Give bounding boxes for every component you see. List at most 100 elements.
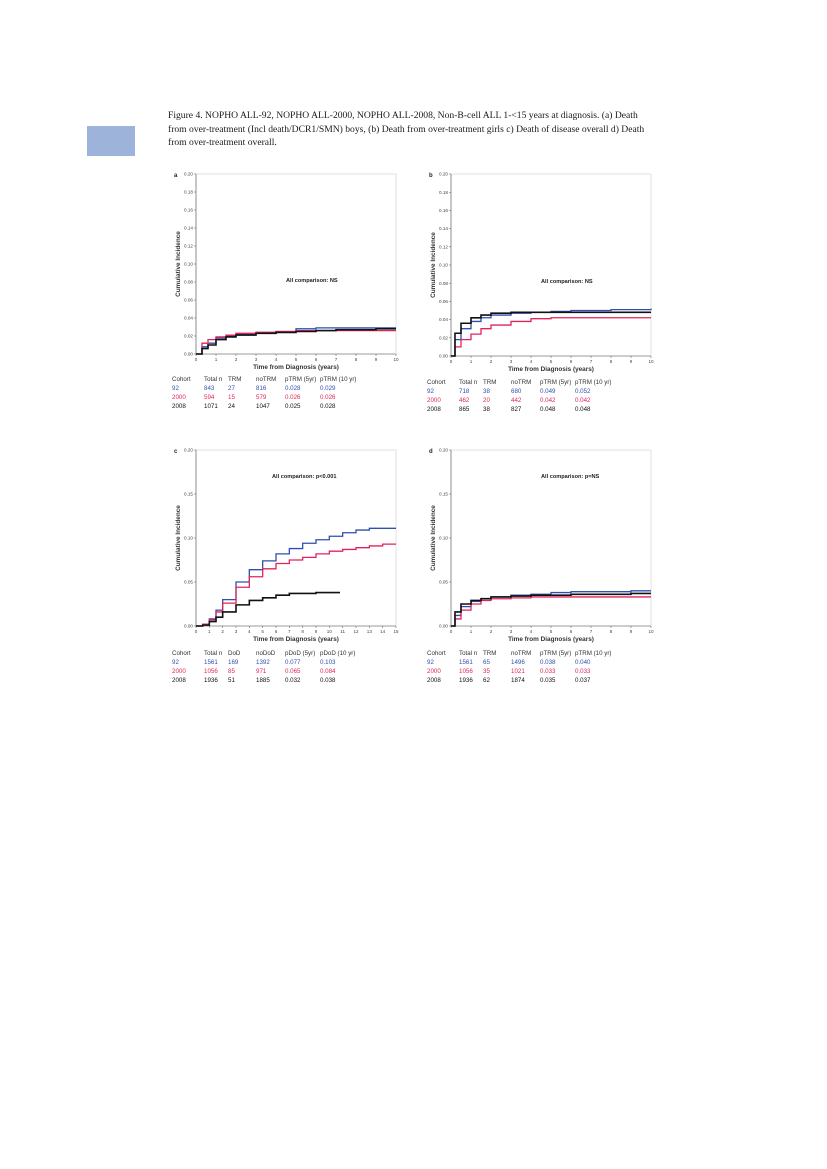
table-panel-d: Cohort Total n TRM noTRM pTRM (5yr) pTRM (10 … (427, 650, 657, 690)
x-tick-label: 14 (380, 629, 386, 634)
table-header-cell: TRM (228, 376, 242, 383)
comparison-annotation: All comparison: p<0.001 (272, 474, 337, 480)
x-tick-label: 1 (208, 629, 211, 634)
table-header-cell: noDoD (256, 650, 276, 657)
table-cell: 0.042 (540, 397, 556, 404)
table-cell: 0.065 (285, 668, 301, 675)
chart-panel-d: 0.00 0.05 0.10 0.15 0.20 0 1 2 3 4 5 6 7 8 9 10 d Time fr… (425, 442, 660, 652)
x-axis-label: Time from Diagnosis (years) (253, 636, 339, 643)
table-cell: 816 (256, 385, 267, 392)
table-cell: 1071 (204, 403, 218, 410)
x-tick-label: 6 (570, 359, 573, 364)
table-header-cell: Cohort (427, 379, 446, 386)
x-tick-label: 6 (315, 357, 318, 362)
x-tick-label: 4 (248, 629, 251, 634)
x-tick-label: 1 (470, 359, 473, 364)
y-tick-label: 0.06 (184, 298, 193, 303)
y-tick-label: 0.15 (184, 492, 193, 497)
table-header-cell: Total n (459, 650, 478, 657)
table-cell: 827 (511, 406, 522, 413)
table-cell: 2000 (172, 668, 186, 675)
y-tick-label: 0.02 (184, 334, 193, 339)
table-cell: 1561 (459, 659, 473, 666)
x-axis-label: Time from Diagnosis (years) (508, 366, 594, 373)
chart-svg-b: 0.00 0.02 0.04 0.06 0.08 0.10 0.12 0.14 0.16 0.18… (429, 172, 654, 373)
y-tick-label: 0.15 (439, 492, 448, 497)
series-line-2008 (196, 328, 396, 355)
y-tick-label: 0.14 (184, 226, 193, 231)
table-cell: 0.038 (320, 677, 336, 684)
table-header-cell: TRM (483, 650, 497, 657)
table-cell: 0.026 (285, 394, 301, 401)
table-cell: 27 (228, 385, 235, 392)
table-cell: 0.048 (575, 406, 591, 413)
y-tick-label: 0.18 (439, 190, 448, 195)
chart-svg-c: 0.000.050.100.150.200 1 2 3 4 5 6 7 8 9 10 11 12 13 14… (174, 448, 399, 643)
chart-panel-c: 0.00 0.05 0.10 0.15 0.20 0 1 2 3 4 5 6 7 8 9 10 11 12 13 14… (170, 442, 405, 652)
y-tick-label: 0.20 (439, 172, 448, 177)
table-cell: 718 (459, 388, 470, 395)
table-header-cell: DoD (228, 650, 241, 657)
x-tick-label: 7 (288, 629, 291, 634)
table-cell: 1936 (459, 677, 473, 684)
table-header-cell: pTRM (5yr) (540, 650, 572, 657)
x-tick-label: 10 (393, 357, 399, 362)
x-tick-label: 10 (648, 359, 654, 364)
x-tick-label: 10 (648, 629, 654, 634)
table-cell: 65 (483, 659, 490, 666)
x-tick-label: 6 (570, 629, 573, 634)
table-cell: 38 (483, 388, 490, 395)
table-cell: 169 (228, 659, 239, 666)
table-cell: 2008 (427, 677, 441, 684)
x-axis-label: Time from Diagnosis (years) (508, 636, 594, 643)
x-tick-label: 15 (393, 629, 399, 634)
x-axis-label: Time from Diagnosis (years) (253, 364, 339, 371)
series-line-2008 (196, 591, 340, 627)
panel-letter: a (174, 173, 178, 179)
table-cell: 1936 (204, 677, 218, 684)
table-cell: 0.042 (575, 397, 591, 404)
table-cell: 2008 (172, 403, 186, 410)
x-tick-label: 3 (510, 629, 513, 634)
y-tick-label: 0.04 (184, 316, 193, 321)
x-tick-label: 2 (221, 629, 224, 634)
table-cell: 1885 (256, 677, 270, 684)
x-tick-label: 8 (301, 629, 304, 634)
table-header-cell: pTRM (5yr) (285, 376, 317, 383)
x-tick-label: 0 (450, 629, 453, 634)
y-tick-label: 0.20 (184, 448, 193, 453)
table-cell: 20 (483, 397, 490, 404)
table-cell: 843 (204, 385, 215, 392)
table-cell: 85 (228, 668, 235, 675)
y-tick-label: 0.10 (184, 536, 193, 541)
chart-svg-a: 0.00 0.02 0.04 0.06 0.08 0.10 0.12 0.14 0.16 0.18… (174, 172, 399, 371)
series-line-2008 (451, 311, 651, 357)
x-tick-label: 1 (470, 629, 473, 634)
table-cell: 1392 (256, 659, 270, 666)
table-cell: 0.029 (320, 385, 336, 392)
table-cell: 0.028 (320, 403, 336, 410)
x-tick-label: 9 (630, 629, 633, 634)
table-header-cell: pDoD (5yr) (285, 650, 316, 657)
series-line-2000 (451, 317, 651, 357)
table-cell: 0.103 (320, 659, 336, 666)
table-header-cell: Cohort (427, 650, 446, 657)
x-tick-label: 3 (510, 359, 513, 364)
table-header-cell: noTRM (511, 650, 532, 657)
y-tick-label: 0.18 (184, 190, 193, 195)
plot-frame (450, 173, 652, 357)
x-tick-label: 5 (550, 629, 553, 634)
plot-frame (195, 173, 397, 355)
x-tick-label: 4 (275, 357, 278, 362)
table-cell: 1561 (204, 659, 218, 666)
y-axis-label: Cumulative Incidence (430, 505, 437, 571)
y-tick-label: 0.16 (439, 208, 448, 213)
x-tick-label: 10 (327, 629, 333, 634)
table-panel-b: Cohort Total n TRM noTRM pTRM (5yr) pTRM (10 … (427, 379, 657, 419)
y-tick-label: 0.10 (439, 536, 448, 541)
table-cell: 92 (427, 388, 434, 395)
table-cell: 0.032 (285, 677, 301, 684)
x-tick-label: 6 (275, 629, 278, 634)
table-cell: 1874 (511, 677, 525, 684)
x-tick-label: 7 (590, 629, 593, 634)
